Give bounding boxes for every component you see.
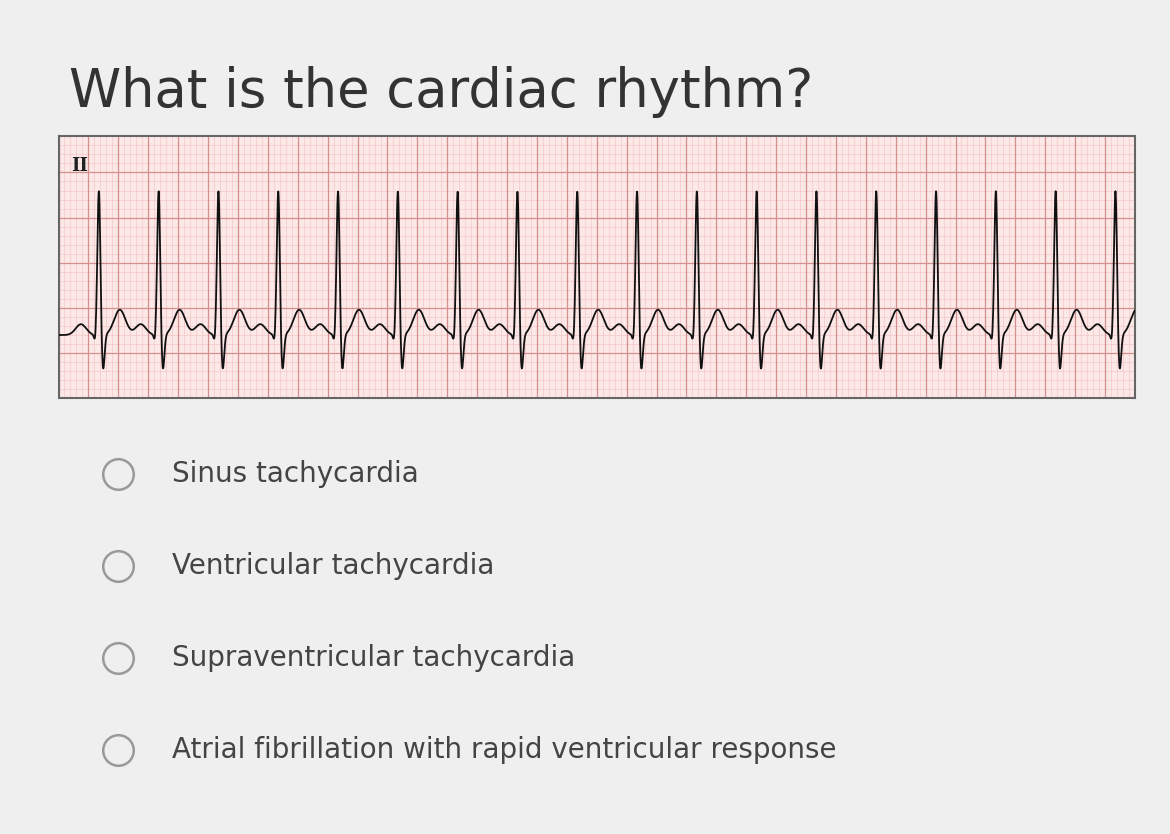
- Text: Ventricular tachycardia: Ventricular tachycardia: [172, 552, 494, 580]
- Text: What is the cardiac rhythm?: What is the cardiac rhythm?: [69, 66, 813, 118]
- Text: Atrial fibrillation with rapid ventricular response: Atrial fibrillation with rapid ventricul…: [172, 736, 837, 764]
- Text: Supraventricular tachycardia: Supraventricular tachycardia: [172, 644, 574, 672]
- Text: II: II: [71, 158, 89, 175]
- Text: Sinus tachycardia: Sinus tachycardia: [172, 460, 418, 488]
